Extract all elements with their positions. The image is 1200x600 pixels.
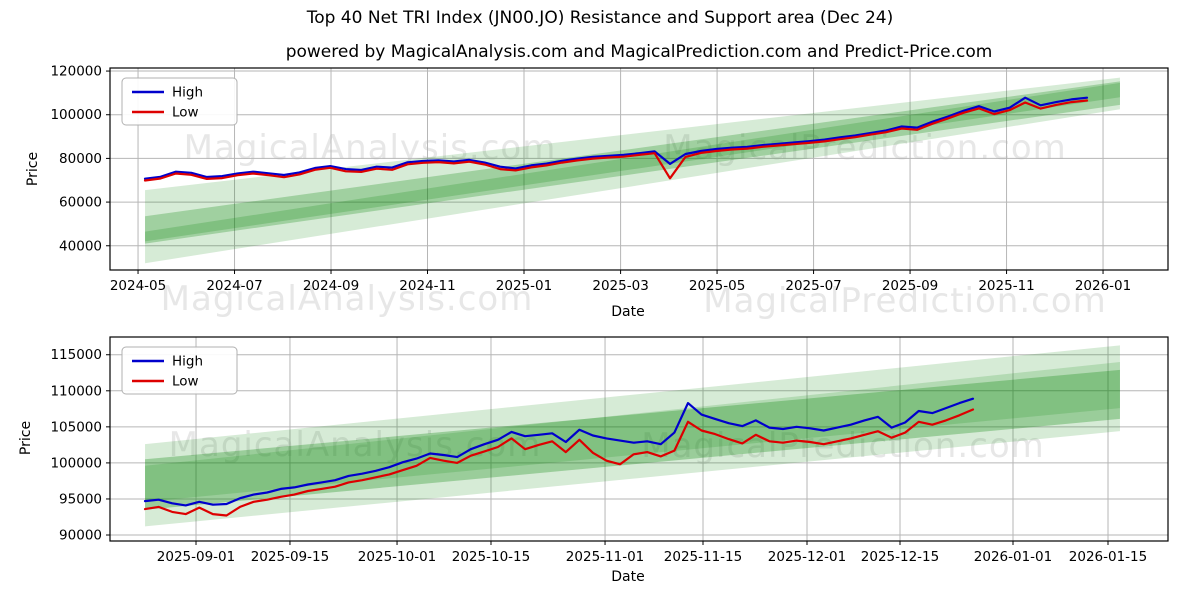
svg-text:2026-01-01: 2026-01-01 [974,549,1052,565]
svg-text:2025-11: 2025-11 [978,278,1034,294]
support-resistance-bands [145,77,1120,264]
figure-subtitle: powered by MagicalAnalysis.com and Magic… [285,42,993,62]
svg-text:2025-09-15: 2025-09-15 [251,549,329,565]
svg-text:2025-10-01: 2025-10-01 [358,549,436,565]
svg-text:2025-03: 2025-03 [592,278,648,294]
axes-frame [109,336,1169,542]
series-high [143,397,975,507]
svg-text:110000: 110000 [50,383,102,399]
svg-text:2025-09: 2025-09 [882,278,938,294]
svg-text:40000: 40000 [59,238,102,254]
svg-text:100000: 100000 [50,455,102,471]
legend-label-low: Low [172,374,199,390]
legend: High Low [121,346,238,395]
series-low [143,408,975,517]
legend-label-low: Low [172,105,199,121]
svg-text:2024-07: 2024-07 [206,278,262,294]
y-axis: 90000 95000 100000 105000 110000 115000 [50,347,110,544]
series-high [143,96,1089,180]
svg-text:80000: 80000 [59,151,102,167]
legend-label-high: High [172,85,203,101]
svg-text:2025-05: 2025-05 [689,278,745,294]
svg-text:2026-01-15: 2026-01-15 [1069,549,1147,565]
x-axis-label-bottom: Date [611,569,645,585]
svg-text:115000: 115000 [50,347,102,363]
svg-text:100000: 100000 [50,107,102,123]
watermark-prediction: MagicalPrediction.com [703,281,1107,321]
legend: High Low [121,77,238,126]
svg-text:2024-11: 2024-11 [399,278,455,294]
svg-text:2026-01: 2026-01 [1075,278,1131,294]
svg-text:105000: 105000 [50,419,102,435]
series-low [143,99,1089,182]
x-axis: 2024-05 2024-07 2024-09 2024-11 2025-01 2025-… [110,270,1131,294]
svg-text:2025-09-01: 2025-09-01 [157,549,235,565]
watermark-analysis: MagicalAnalysis.com [168,425,542,465]
watermark-analysis: MagicalAnalysis.com [160,279,534,319]
svg-text:2025-12-01: 2025-12-01 [768,549,846,565]
svg-text:2025-12-15: 2025-12-15 [861,549,939,565]
svg-text:2025-11-15: 2025-11-15 [664,549,742,565]
chart-recent-zoom: 90000 95000 100000 105000 110000 115000 2025-0… [50,336,1169,565]
svg-text:2024-05: 2024-05 [110,278,166,294]
svg-text:2025-10-15: 2025-10-15 [452,549,530,565]
x-axis: 2025-09-01 2025-09-15 2025-10-01 2025-10-15… [157,541,1147,565]
svg-text:2025-01: 2025-01 [496,278,552,294]
gridlines [110,337,1168,541]
axes-frame [109,67,1169,271]
svg-text:60000: 60000 [59,195,102,211]
svg-text:120000: 120000 [50,64,102,80]
watermark-analysis: MagicalAnalysis.com [183,128,557,168]
svg-text:2024-09: 2024-09 [303,278,359,294]
svg-text:2025-07: 2025-07 [785,278,841,294]
legend-label-high: High [172,354,203,370]
figure-title: Top 40 Net TRI Index (JN00.JO) Resistanc… [306,8,894,28]
gridlines [110,68,1168,270]
y-axis: 40000 60000 80000 100000 120000 [50,64,110,254]
svg-text:90000: 90000 [59,528,102,544]
svg-text:95000: 95000 [59,491,102,507]
x-axis-label-top: Date [611,304,645,320]
svg-text:2025-11-01: 2025-11-01 [566,549,644,565]
